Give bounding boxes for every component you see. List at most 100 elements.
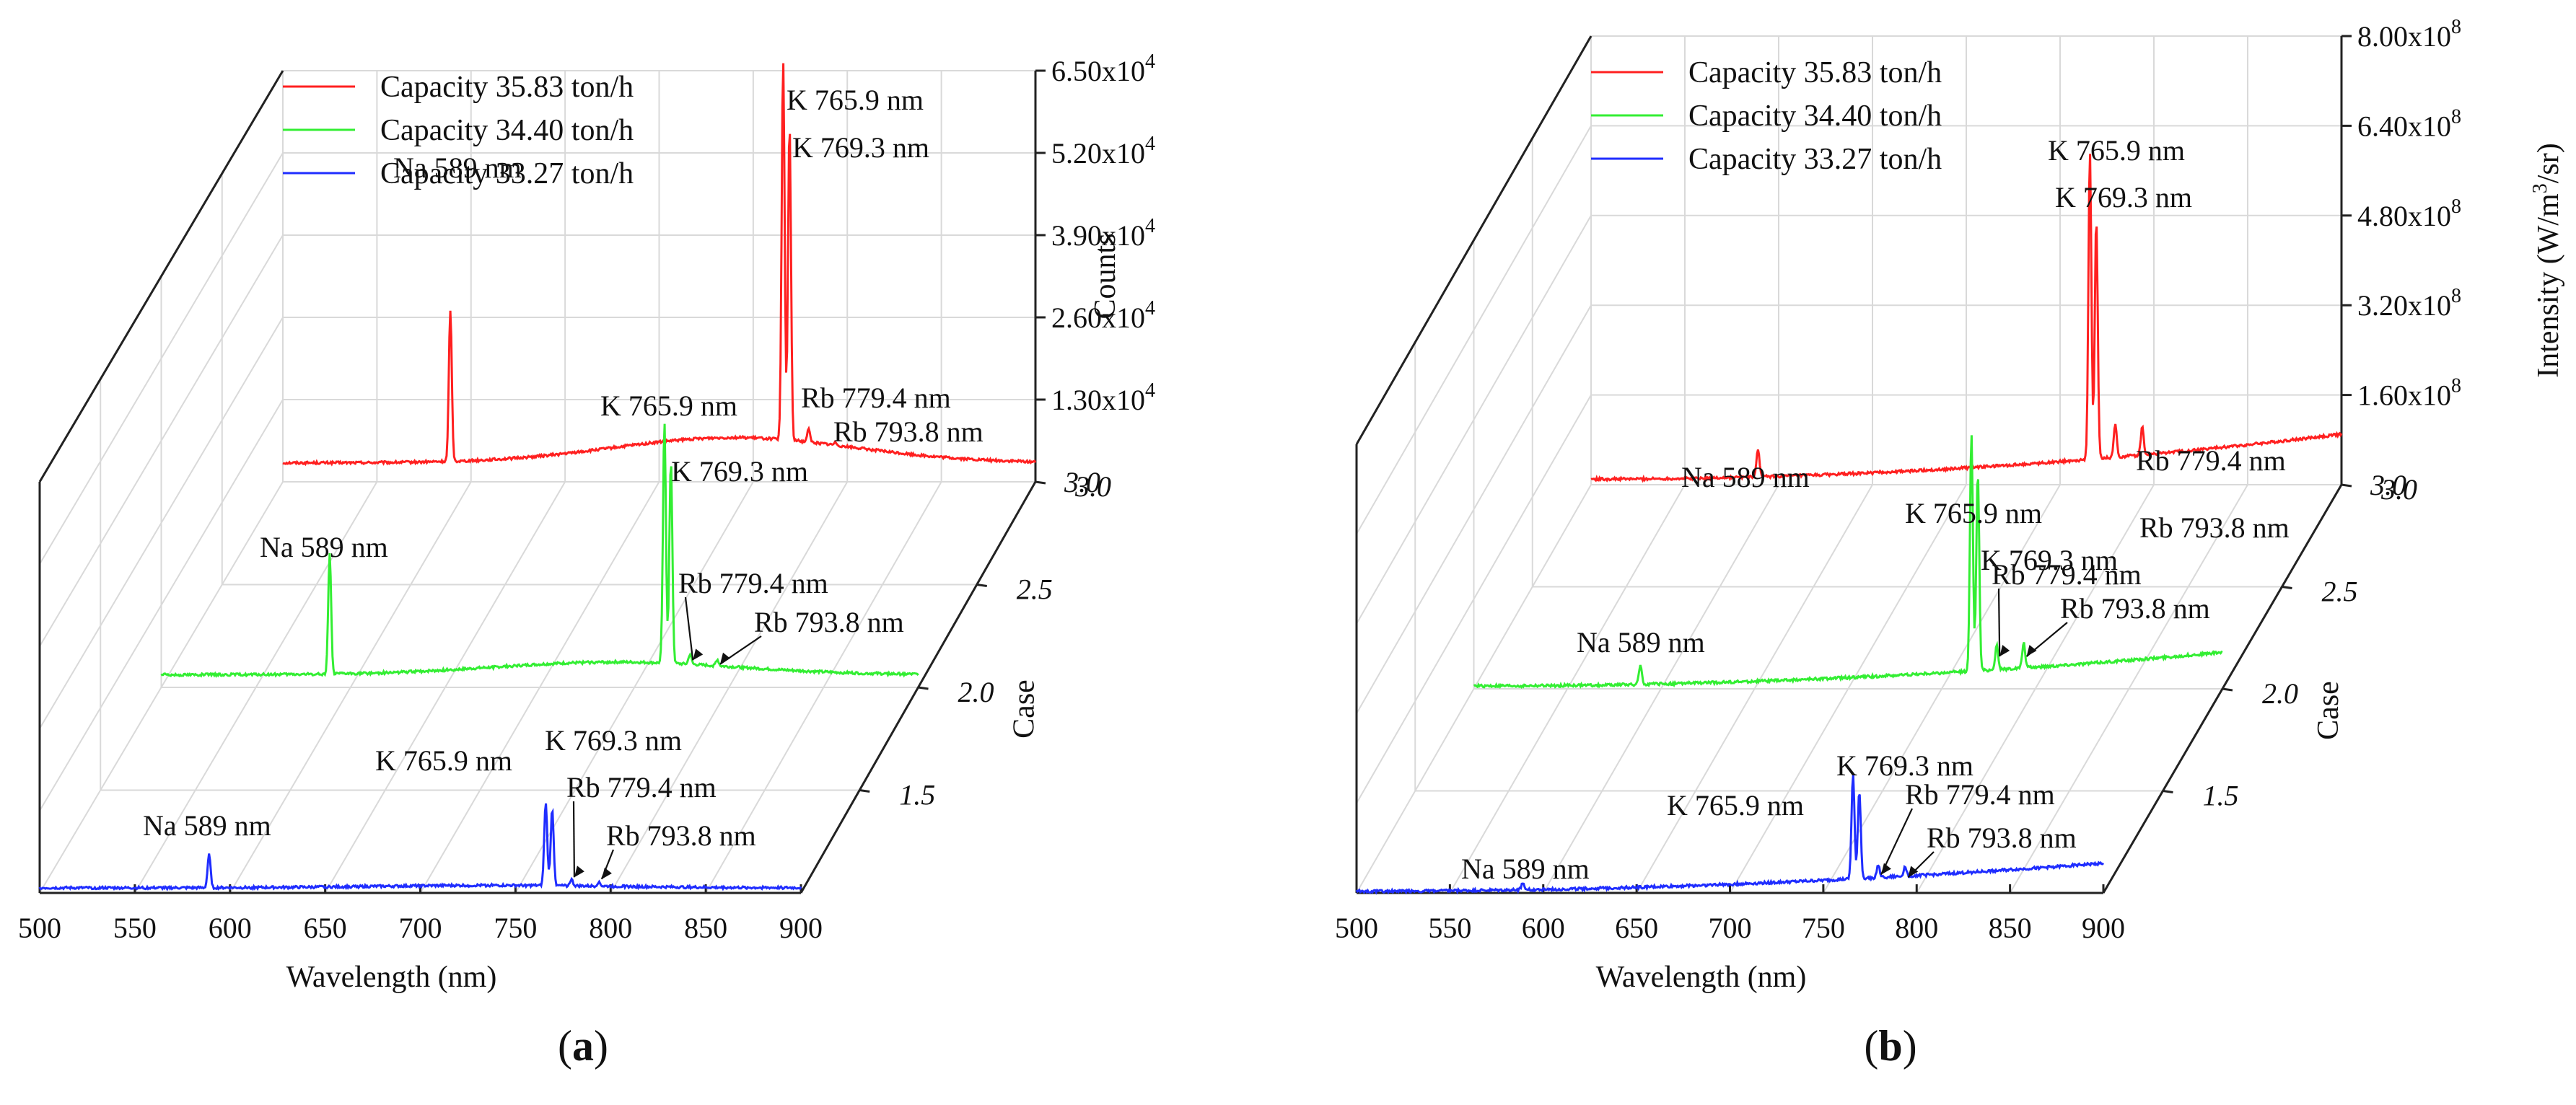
top-left-edge-line (1355, 35, 1593, 445)
series-line-case-1 (38, 803, 802, 892)
x-tick-label: 550 (1428, 912, 1471, 944)
series-line-case-1 (1355, 774, 2105, 895)
x-tick-label: 500 (1335, 912, 1378, 944)
x-tick-label: 650 (304, 912, 347, 944)
y-tick-label-mantissa: 1.30x10 (1051, 384, 1145, 416)
case-tick-mark (1035, 480, 1046, 485)
annotation-arrowhead (1908, 866, 1919, 878)
y-tick-label-mantissa: 8.00x10 (2357, 20, 2451, 53)
y-tick-label-exponent: 8 (2451, 375, 2461, 397)
panel-label-letter: b (1878, 1022, 1902, 1070)
y-tick-label-exponent: 8 (2451, 16, 2461, 38)
peak-label: K 765.9 nm (375, 744, 512, 777)
y-tick-label-exponent: 8 (2451, 105, 2461, 128)
x-axis-title: Wavelength (nm) (1596, 961, 1807, 994)
peak-label: Rb 779.4 nm (1992, 558, 2142, 591)
panel-label: (a) (558, 1022, 608, 1070)
y-tick-label-exponent: 8 (2451, 195, 2461, 218)
case-tick-mark (976, 584, 987, 587)
series-line-case-3 (282, 63, 1037, 467)
legend-label: Capacity 35.83 ton/h (380, 71, 634, 104)
y-tick-label: 6.40x108 (2357, 105, 2461, 142)
x-tick-label: 750 (1802, 912, 1845, 944)
x-tick-label: 600 (209, 912, 252, 944)
y-tick-label: 6.50x104 (1051, 50, 1155, 87)
case-axis-title: Case (2312, 681, 2345, 740)
series-line-case-2 (1473, 435, 2223, 690)
annotation-arrowhead (1999, 645, 2010, 657)
case-tick-mark (2282, 586, 2292, 589)
y-origin-label: 3.0 (1064, 466, 1100, 498)
left-wall-grid-line (39, 152, 284, 565)
x-tick-label: 800 (589, 912, 632, 944)
case-tick-mark (2163, 790, 2173, 793)
panel-label-paren: ) (594, 1022, 608, 1070)
x-axis-title: Wavelength (nm) (286, 961, 497, 994)
peak-label: Na 589 nm (143, 809, 271, 842)
y-axis-title: Counts (1089, 233, 1122, 319)
peak-label: K 765.9 nm (600, 389, 737, 422)
left-wall-grid-line (1356, 125, 1592, 534)
panel-label-paren: ( (1864, 1022, 1878, 1070)
y-origin-label: 3.0 (2370, 469, 2406, 501)
left-wall-grid-line (39, 317, 284, 729)
x-tick-label: 600 (1522, 912, 1565, 944)
left-wall-grid-line (1356, 395, 1592, 804)
case-tick-label: 3.0 (2380, 473, 2417, 506)
peak-label: K 769.3 nm (1836, 749, 1973, 782)
peak-label: Na 589 nm (393, 151, 522, 184)
top-left-edge-line (38, 70, 284, 483)
peak-label: Rb 793.8 nm (606, 819, 756, 852)
peak-label: Na 589 nm (1577, 626, 1705, 659)
panel-label-letter: a (572, 1022, 594, 1070)
annotation-arrowhead (1880, 863, 1891, 875)
legend-label: Capacity 33.27 ton/h (1688, 143, 1942, 176)
peak-label: Na 589 nm (1681, 461, 1810, 493)
panel-label-paren: ( (558, 1022, 572, 1070)
annotation-arrowhead (719, 652, 730, 664)
y-tick-label-exponent: 4 (1145, 297, 1155, 320)
peak-label: Rb 779.4 nm (1905, 778, 2055, 811)
y-tick-label: 8.00x108 (2357, 16, 2461, 53)
x-tick-label: 700 (1709, 912, 1752, 944)
panel-a-chart: 500 550 600 650 700 750 800 850 900 Wavelength (n… (18, 50, 1155, 1070)
annotation-arrowhead (693, 648, 704, 661)
case-axis-title: Case (1008, 679, 1041, 739)
left-wall-grid-line (1356, 304, 1592, 714)
peak-label: Rb 779.4 nm (2136, 444, 2286, 477)
x-tick-label: 850 (1989, 912, 2032, 944)
x-tick-label: 900 (2082, 912, 2125, 944)
y-axis-title-part: /sr) (2532, 143, 2565, 183)
y-tick-label: 4.80x108 (2357, 195, 2461, 232)
y-tick-label: 5.20x104 (1051, 133, 1155, 170)
case-tick-mark (2222, 687, 2233, 692)
y-tick-label-exponent: 4 (1145, 133, 1155, 155)
case-tick-mark (2341, 483, 2352, 488)
x-tick-label: 800 (1895, 912, 1938, 944)
legend-label: Capacity 34.40 ton/h (380, 114, 634, 147)
x-tick-label: 750 (494, 912, 537, 944)
case-tick-label: 2.0 (958, 676, 994, 708)
annotation-arrowhead (574, 866, 584, 878)
y-tick-label: 3.90x104 (1051, 215, 1155, 252)
peak-label: Rb 779.4 nm (801, 382, 951, 414)
panel-label-paren: ) (1903, 1022, 1917, 1070)
series-line-case-3 (1590, 154, 2343, 483)
peak-label: Rb 793.8 nm (833, 415, 983, 448)
y-axis-title-part: Intensity (W/m (2532, 193, 2565, 378)
panel-label: (b) (1864, 1022, 1916, 1070)
y-tick-label-mantissa: 4.80x10 (2357, 200, 2451, 232)
annotation-arrowhead (601, 867, 612, 879)
annotation-arrow (684, 596, 694, 661)
y-tick-label-exponent: 4 (1145, 215, 1155, 237)
y-axis-title: Intensity (W/m3/sr) (2529, 143, 2565, 377)
x-tick-label: 900 (779, 912, 823, 944)
x-tick-label: 700 (399, 912, 442, 944)
x-tick-label: 550 (113, 912, 157, 944)
legend-label: Capacity 33.27 ton/h (380, 157, 634, 190)
peak-label: Rb 779.4 nm (678, 567, 828, 599)
case-tick-label: 2.5 (1017, 573, 1053, 606)
peak-label: K 769.3 nm (1981, 544, 2118, 576)
peak-label: Rb 793.8 nm (754, 606, 904, 638)
legend-label: Capacity 35.83 ton/h (1688, 56, 1942, 89)
